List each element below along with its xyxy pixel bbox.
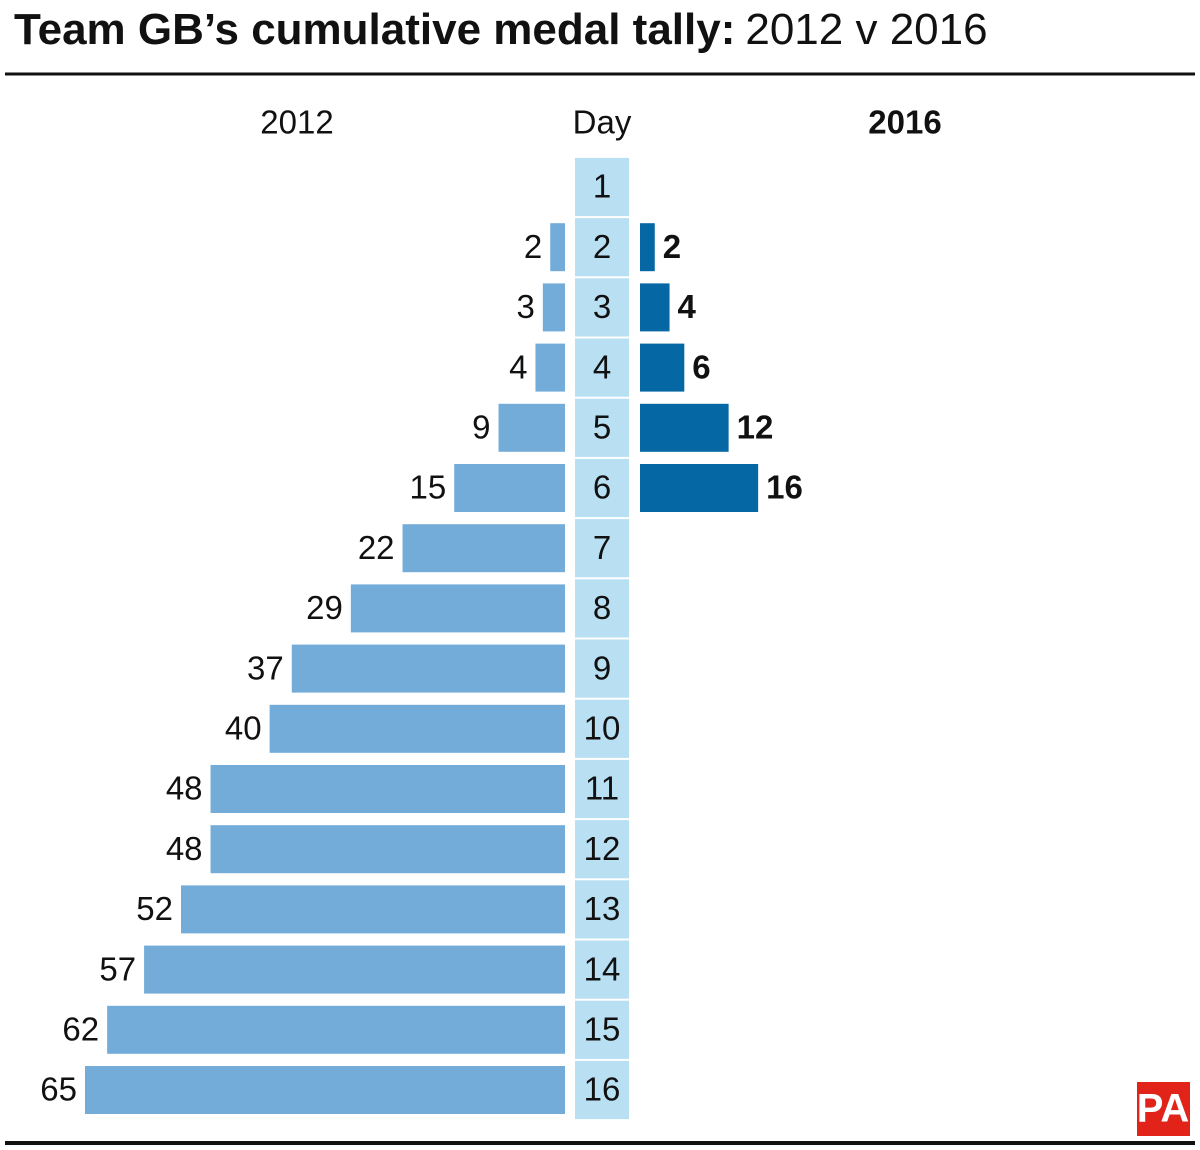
bar-left <box>291 644 565 693</box>
day-box <box>575 1000 629 1059</box>
value-label: 15 <box>410 469 447 506</box>
chart-title: Team GB’s cumulative medal tally: 2012 v … <box>14 5 988 54</box>
bar-left <box>498 403 565 452</box>
day-box <box>575 218 629 277</box>
day-box <box>575 398 629 457</box>
day-label: 10 <box>584 710 621 747</box>
value-label: 9 <box>472 409 490 446</box>
value-label: 6 <box>692 348 710 385</box>
day-label: 13 <box>584 890 621 927</box>
bar-right <box>640 343 685 392</box>
day-box <box>575 519 629 578</box>
value-label: 37 <box>247 649 284 686</box>
bar-right <box>640 283 670 332</box>
value-label: 40 <box>225 710 262 747</box>
value-label: 4 <box>678 288 697 325</box>
bar-left <box>107 1005 566 1054</box>
day-label: 7 <box>593 529 611 566</box>
day-label: 1 <box>593 168 611 205</box>
bar-right <box>640 464 759 512</box>
day-label: 12 <box>584 830 621 867</box>
value-label: 2 <box>663 228 681 265</box>
bar-left <box>181 885 565 934</box>
value-label: 4 <box>509 348 527 385</box>
day-label: 9 <box>593 649 611 686</box>
logo-box <box>1137 1082 1190 1136</box>
bar-left <box>402 524 565 573</box>
value-label: 48 <box>166 830 203 867</box>
day-box <box>575 338 629 397</box>
day-box <box>575 157 629 217</box>
value-label: 57 <box>99 950 136 987</box>
right-header: 2016 <box>868 104 941 141</box>
logo: PA <box>1137 1087 1190 1131</box>
day-label: 6 <box>593 469 611 506</box>
bar-left <box>542 283 565 332</box>
bar-left <box>85 1066 565 1114</box>
value-label: 22 <box>358 529 395 566</box>
title-years: 2012 v 2016 <box>745 5 987 54</box>
day-box <box>575 940 629 999</box>
value-label: 65 <box>40 1071 77 1108</box>
bar-left <box>535 343 565 392</box>
day-label: 4 <box>593 348 611 385</box>
day-box <box>575 278 629 337</box>
bar-left <box>269 704 565 753</box>
day-label: 3 <box>593 288 611 325</box>
bar-left <box>550 223 565 272</box>
day-box <box>575 880 629 939</box>
day-label: 8 <box>593 589 611 626</box>
value-label: 29 <box>306 589 343 626</box>
value-label: 62 <box>62 1011 99 1048</box>
day-box <box>575 759 629 819</box>
day-box <box>575 1060 629 1120</box>
value-label: 2 <box>524 228 542 265</box>
bar-left <box>350 584 565 633</box>
bar-right <box>640 403 729 452</box>
day-header: Day <box>573 104 632 141</box>
day-label: 5 <box>593 409 611 446</box>
title-main: Team GB’s cumulative medal tally: <box>14 5 735 54</box>
day-box <box>575 458 629 518</box>
day-box <box>575 579 629 638</box>
day-label: 2 <box>593 228 611 265</box>
value-label: 48 <box>166 770 203 807</box>
day-box <box>575 820 629 879</box>
bar-left <box>210 825 566 874</box>
value-label: 12 <box>737 409 774 446</box>
day-box <box>575 639 629 698</box>
day-label: 14 <box>584 950 621 987</box>
day-label: 15 <box>584 1011 621 1048</box>
bar-right <box>640 223 655 272</box>
bar-left <box>144 945 566 994</box>
left-header: 2012 <box>260 104 333 141</box>
value-label: 3 <box>516 288 534 325</box>
day-box <box>575 699 629 758</box>
value-label: 16 <box>766 469 803 506</box>
bar-left <box>210 765 566 813</box>
day-label: 11 <box>585 770 619 807</box>
day-label: 16 <box>584 1071 621 1108</box>
bar-left <box>454 464 565 512</box>
value-label: 52 <box>136 890 173 927</box>
